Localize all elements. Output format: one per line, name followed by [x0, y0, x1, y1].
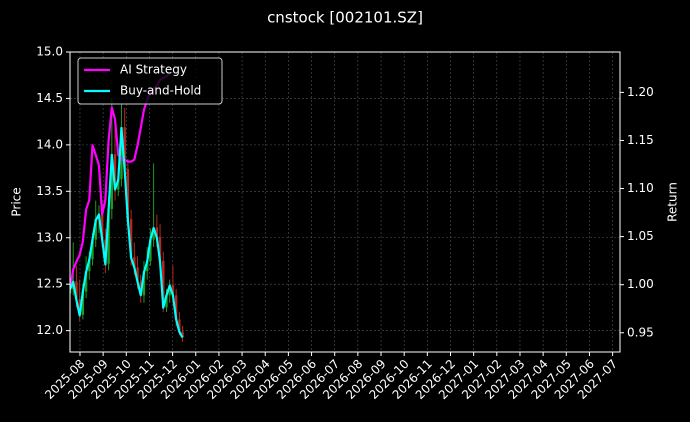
candle-body: [178, 319, 181, 332]
candle-body: [162, 260, 165, 308]
legend-label: AI Strategy: [120, 63, 187, 77]
y2-tick-label: 1.05: [627, 229, 654, 243]
candle-body: [94, 219, 97, 240]
legend-label: Buy-and-Hold: [120, 84, 201, 98]
candle-body: [133, 257, 136, 268]
plot-frame: [69, 51, 621, 353]
y2-tick-label: 1.10: [627, 181, 654, 195]
y2-tick-label: 1.00: [627, 277, 654, 291]
y-tick-label: 15.0: [36, 45, 63, 59]
y-tick-label: 13.5: [36, 184, 63, 198]
candle-body: [155, 227, 159, 237]
candle-body: [158, 236, 162, 261]
y-tick-label: 14.5: [36, 91, 63, 105]
candle-body: [88, 259, 91, 272]
y2-tick-label: 1.15: [627, 133, 654, 147]
candle-body: [149, 239, 152, 261]
candle-body: [107, 208, 110, 264]
candle-body: [145, 260, 149, 272]
candle-body: [142, 271, 146, 296]
candle-body: [181, 331, 184, 338]
legend-box: [77, 57, 223, 105]
candle-body: [117, 179, 120, 190]
candle-body: [81, 291, 85, 315]
y-tick-label: 12.5: [36, 277, 63, 291]
candle-body: [136, 267, 139, 282]
candle-body: [120, 127, 123, 180]
candle-body: [84, 271, 88, 292]
candle-body: [110, 154, 114, 209]
y2-tick-label: 0.95: [627, 325, 654, 339]
candle-body: [129, 219, 133, 258]
candle-body: [70, 288, 72, 294]
series-line: [70, 126, 184, 339]
candle-body: [168, 285, 171, 296]
y-axis-label: Price: [10, 187, 24, 216]
y-tick-label: 13.0: [36, 230, 63, 244]
candle-body: [152, 227, 155, 240]
candle-body: [126, 169, 130, 220]
candle-body: [165, 295, 168, 308]
candle-body: [113, 154, 117, 190]
candle-body: [171, 285, 175, 296]
y2-axis-label: Return: [666, 182, 680, 222]
candle-body: [91, 239, 94, 260]
chart-title: cnstock [002101.SZ]: [267, 9, 423, 27]
candle-body: [78, 299, 81, 315]
y-tick-label: 12.0: [36, 323, 63, 337]
y-tick-label: 14.0: [36, 137, 63, 151]
y2-tick-label: 1.20: [627, 85, 654, 99]
candle-body: [75, 281, 78, 300]
candle-body: [100, 214, 104, 240]
candle-body: [174, 295, 178, 320]
candle-body: [123, 127, 126, 170]
